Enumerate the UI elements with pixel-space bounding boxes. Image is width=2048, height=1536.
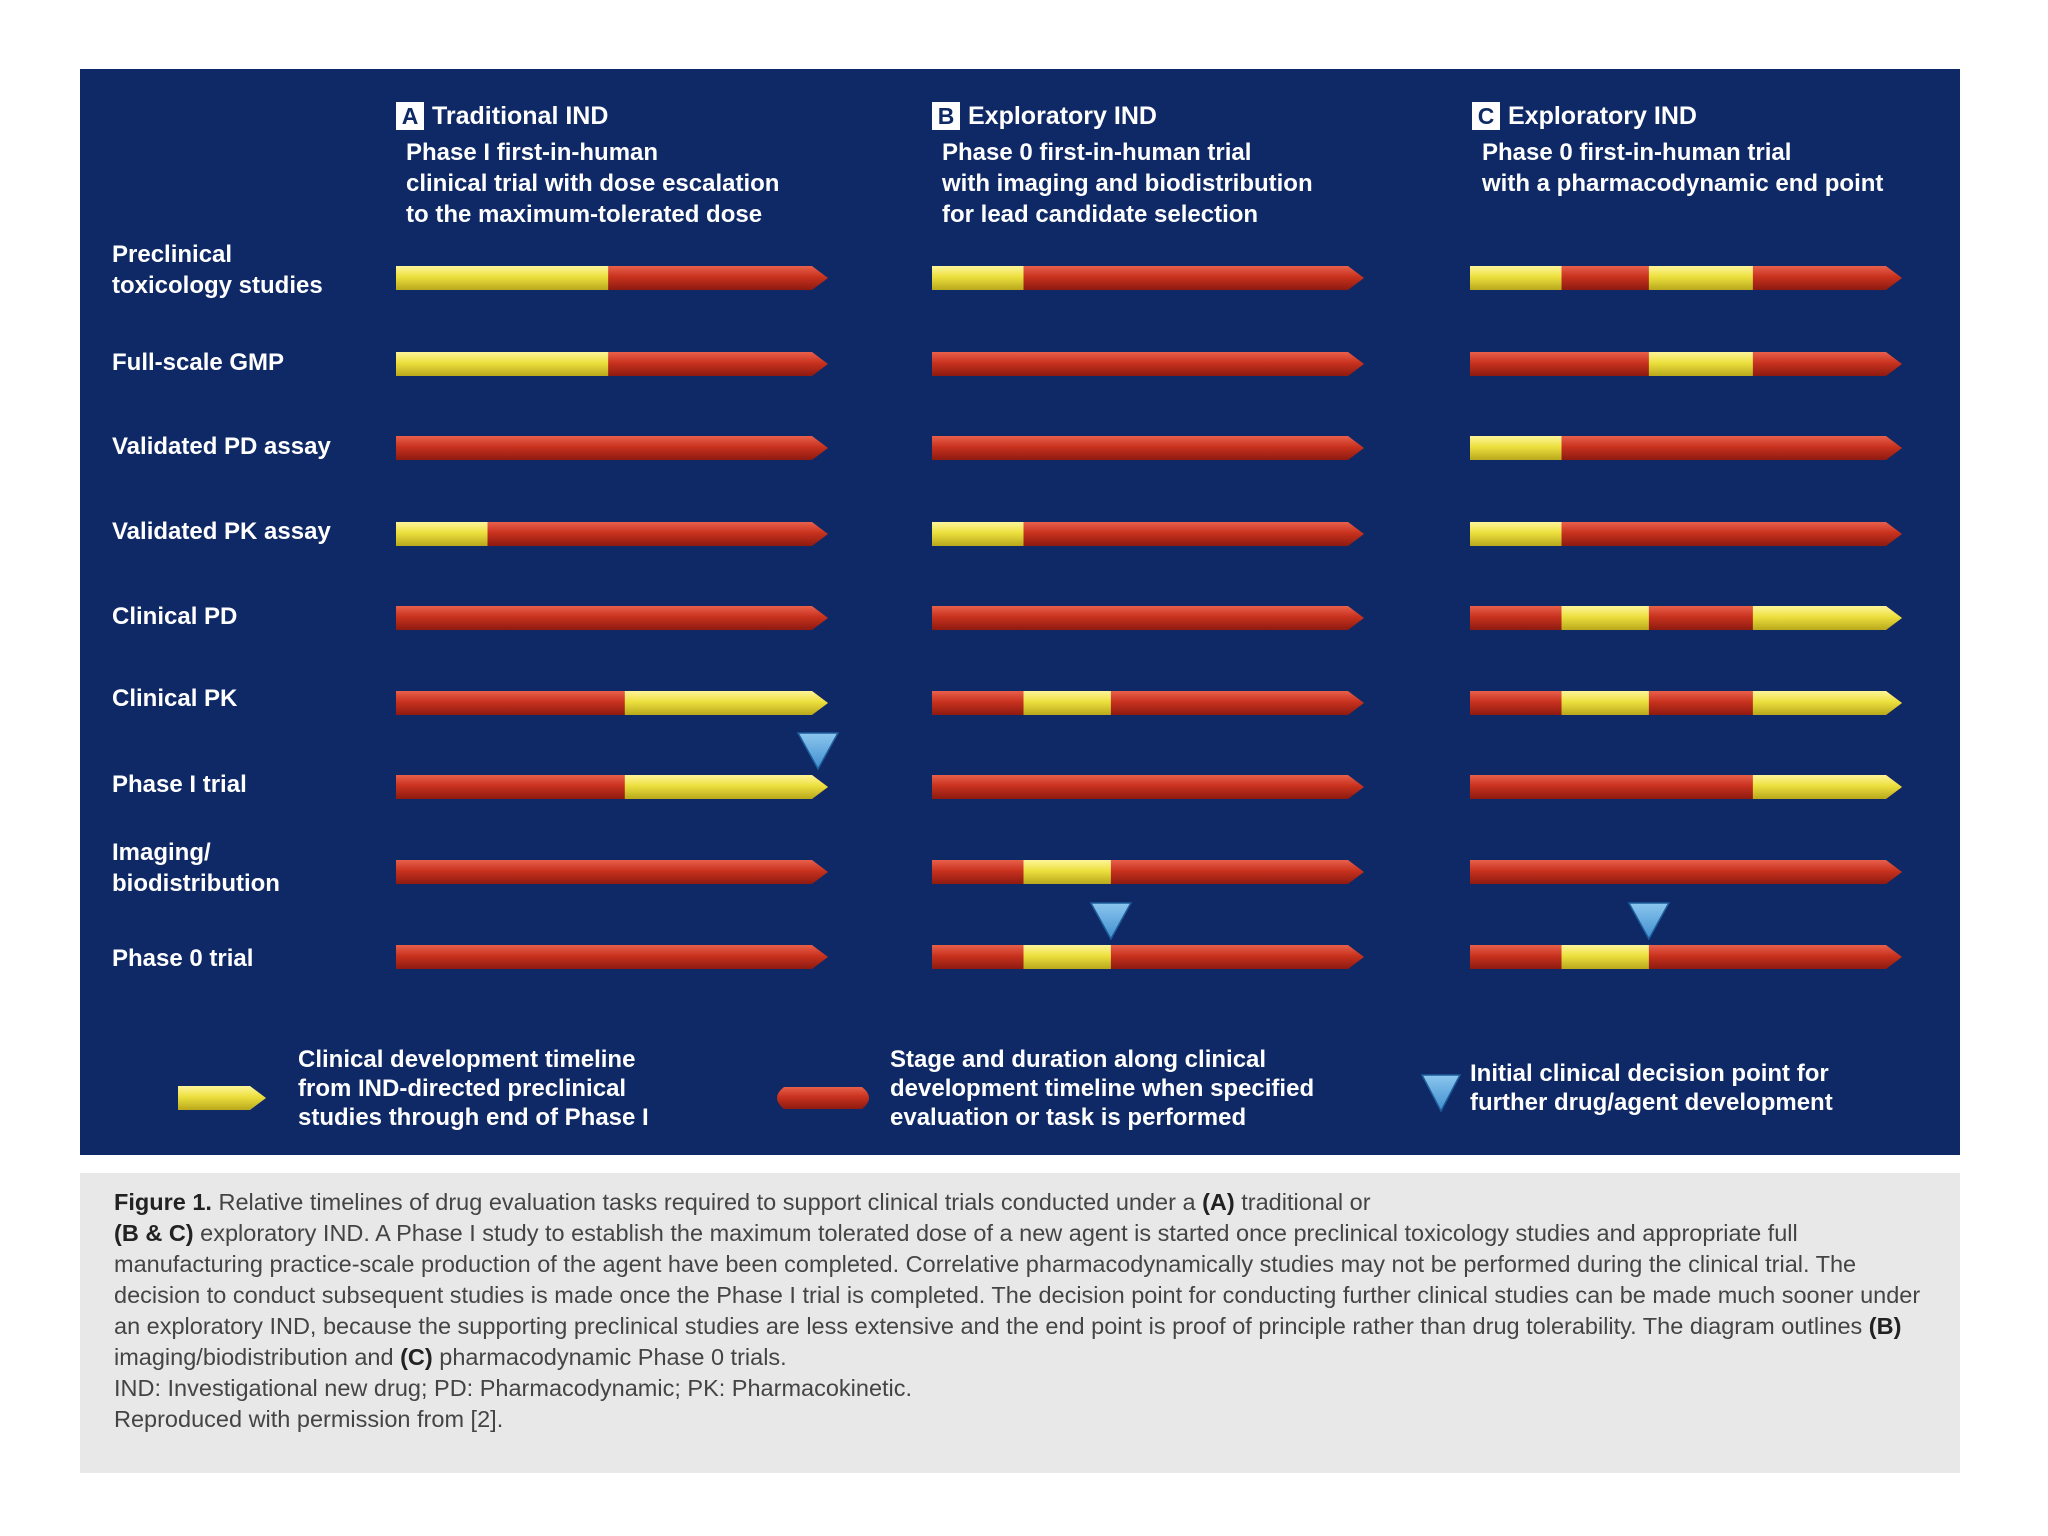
clinical-timeline-segment-full-scale-gmp-col-1-1 [396, 352, 609, 376]
clinical-timeline-segment-imaging-biodistribution-col-2-1 [1023, 860, 1111, 884]
clinical-timeline-segment-phase-i-trial-col-1-1 [624, 775, 828, 799]
timeline-bar-validated-pd-assay-col-2 [932, 436, 1364, 460]
timeline-bars [178, 266, 1902, 1113]
row-label-validated-pd-assay: Validated PD assay [112, 433, 331, 460]
column-description: Phase 0 first-in-human trial with imagin… [942, 139, 1313, 228]
timeline-bar-validated-pk-assay-col-2 [932, 522, 1364, 546]
column-title: Exploratory IND [968, 101, 1157, 130]
decision-point-icon-1 [796, 732, 840, 771]
clinical-timeline-segment-validated-pk-assay-col-2-1 [932, 522, 1024, 546]
clinical-timeline-segment-phase-i-trial-col-3-1 [1752, 775, 1902, 799]
clinical-timeline-segment-clinical-pk-col-3-1 [1561, 691, 1649, 715]
clinical-timeline-segment-phase-0-trial-col-3-1 [1561, 945, 1649, 969]
legend-text-yellow: Clinical development timeline from IND-di… [298, 1046, 649, 1131]
timeline-bar-clinical-pd-col-1 [396, 606, 828, 630]
row-label-full-scale-gmp: Full-scale GMP [112, 349, 285, 376]
decision-point-icon-3 [1627, 902, 1671, 941]
clinical-timeline-segment-validated-pk-assay-col-1-1 [396, 522, 488, 546]
column-title: Traditional IND [432, 101, 609, 130]
clinical-timeline-segment-clinical-pd-col-3-2 [1752, 606, 1902, 630]
legend-text-triangle: Initial clinical decision point for furth… [1470, 1060, 1833, 1116]
timeline-bar-imaging-biodistribution-col-3 [1470, 860, 1902, 884]
timeline-bar-phase-0-trial-col-2 [932, 945, 1364, 969]
column-letter: A [396, 102, 424, 130]
clinical-timeline-segment-clinical-pd-col-3-1 [1561, 606, 1649, 630]
clinical-timeline-segment-phase-0-trial-col-2-1 [1023, 945, 1111, 969]
caption-paragraph: Figure 1. Relative timelines of drug eva… [114, 1189, 1921, 1370]
column-header-a: A Traditional IND Phase I first-in-human … [396, 99, 779, 230]
timeline-bar-validated-pk-assay-col-3 [1470, 522, 1902, 546]
row-label-validated-pk-assay: Validated PK assay [112, 518, 331, 545]
column-title: Exploratory IND [1508, 101, 1697, 130]
timeline-bar-imaging-biodistribution-col-1 [396, 860, 828, 884]
legend-triangle-icon [1420, 1074, 1462, 1113]
row-label-preclinical-toxicology: Preclinical toxicology studies [112, 241, 323, 299]
row-label-phase-0-trial: Phase 0 trial [112, 945, 254, 972]
clinical-timeline-segment-preclinical-toxicology-col-3-2 [1648, 266, 1753, 290]
column-header-b: B Exploratory IND Phase 0 first-in-human … [932, 99, 1313, 230]
column-letter: B [932, 102, 960, 130]
row-label-phase-i-trial: Phase I trial [112, 771, 247, 798]
timeline-bar-preclinical-toxicology-col-2 [932, 266, 1364, 290]
timeline-bar-phase-0-trial-col-1 [396, 945, 828, 969]
legend-swatch-red [777, 1087, 869, 1109]
clinical-timeline-segment-clinical-pk-col-2-1 [1023, 691, 1111, 715]
timeline-bar-full-scale-gmp-col-2 [932, 352, 1364, 376]
clinical-timeline-segment-preclinical-toxicology-col-3-1 [1470, 266, 1562, 290]
column-letter: C [1472, 102, 1500, 130]
row-label-clinical-pd: Clinical PD [112, 603, 238, 630]
timeline-bar-validated-pk-assay-col-1 [396, 522, 828, 546]
timeline-bar-imaging-biodistribution-col-2 [932, 860, 1364, 884]
column-description: Phase I first-in-human clinical trial wi… [406, 139, 780, 228]
clinical-timeline-segment-clinical-pk-col-1-1 [624, 691, 828, 715]
timeline-bar-phase-i-trial-col-2 [932, 775, 1364, 799]
legend-text-red: Stage and duration along clinical develop… [890, 1046, 1315, 1131]
column-header-c: C Exploratory IND Phase 0 first-in-human … [1472, 99, 1883, 199]
row-label-clinical-pk: Clinical PK [112, 685, 238, 712]
column-description: Phase 0 first-in-human trial with a phar… [1482, 139, 1884, 197]
clinical-timeline-segment-preclinical-toxicology-col-2-1 [932, 266, 1024, 290]
figure-caption: Figure 1. Relative timelines of drug eva… [80, 1173, 1960, 1473]
caption-abbreviations: IND: Investigational new drug; PD: Pharm… [114, 1375, 913, 1401]
timeline-bar-clinical-pd-col-2 [932, 606, 1364, 630]
caption-permission: Reproduced with permission from [2]. [114, 1406, 504, 1432]
decision-point-icon-2 [1089, 902, 1133, 941]
clinical-timeline-segment-full-scale-gmp-col-3-1 [1648, 352, 1753, 376]
timeline-bar-phase-0-trial-col-3 [1470, 945, 1902, 969]
clinical-timeline-segment-validated-pd-assay-col-3-1 [1470, 436, 1562, 460]
legend-swatch-yellow [178, 1086, 266, 1110]
clinical-timeline-segment-clinical-pk-col-3-2 [1752, 691, 1902, 715]
diagram-panel: A Traditional IND Phase I first-in-human … [80, 69, 1960, 1155]
timeline-bar-validated-pd-assay-col-3 [1470, 436, 1902, 460]
row-label-imaging-biodistribution: Imaging/biodistribution [112, 839, 280, 897]
clinical-timeline-segment-preclinical-toxicology-col-1-1 [396, 266, 609, 290]
clinical-timeline-segment-validated-pk-assay-col-3-1 [1470, 522, 1562, 546]
timeline-bar-clinical-pk-col-2 [932, 691, 1364, 715]
timeline-bar-validated-pd-assay-col-1 [396, 436, 828, 460]
